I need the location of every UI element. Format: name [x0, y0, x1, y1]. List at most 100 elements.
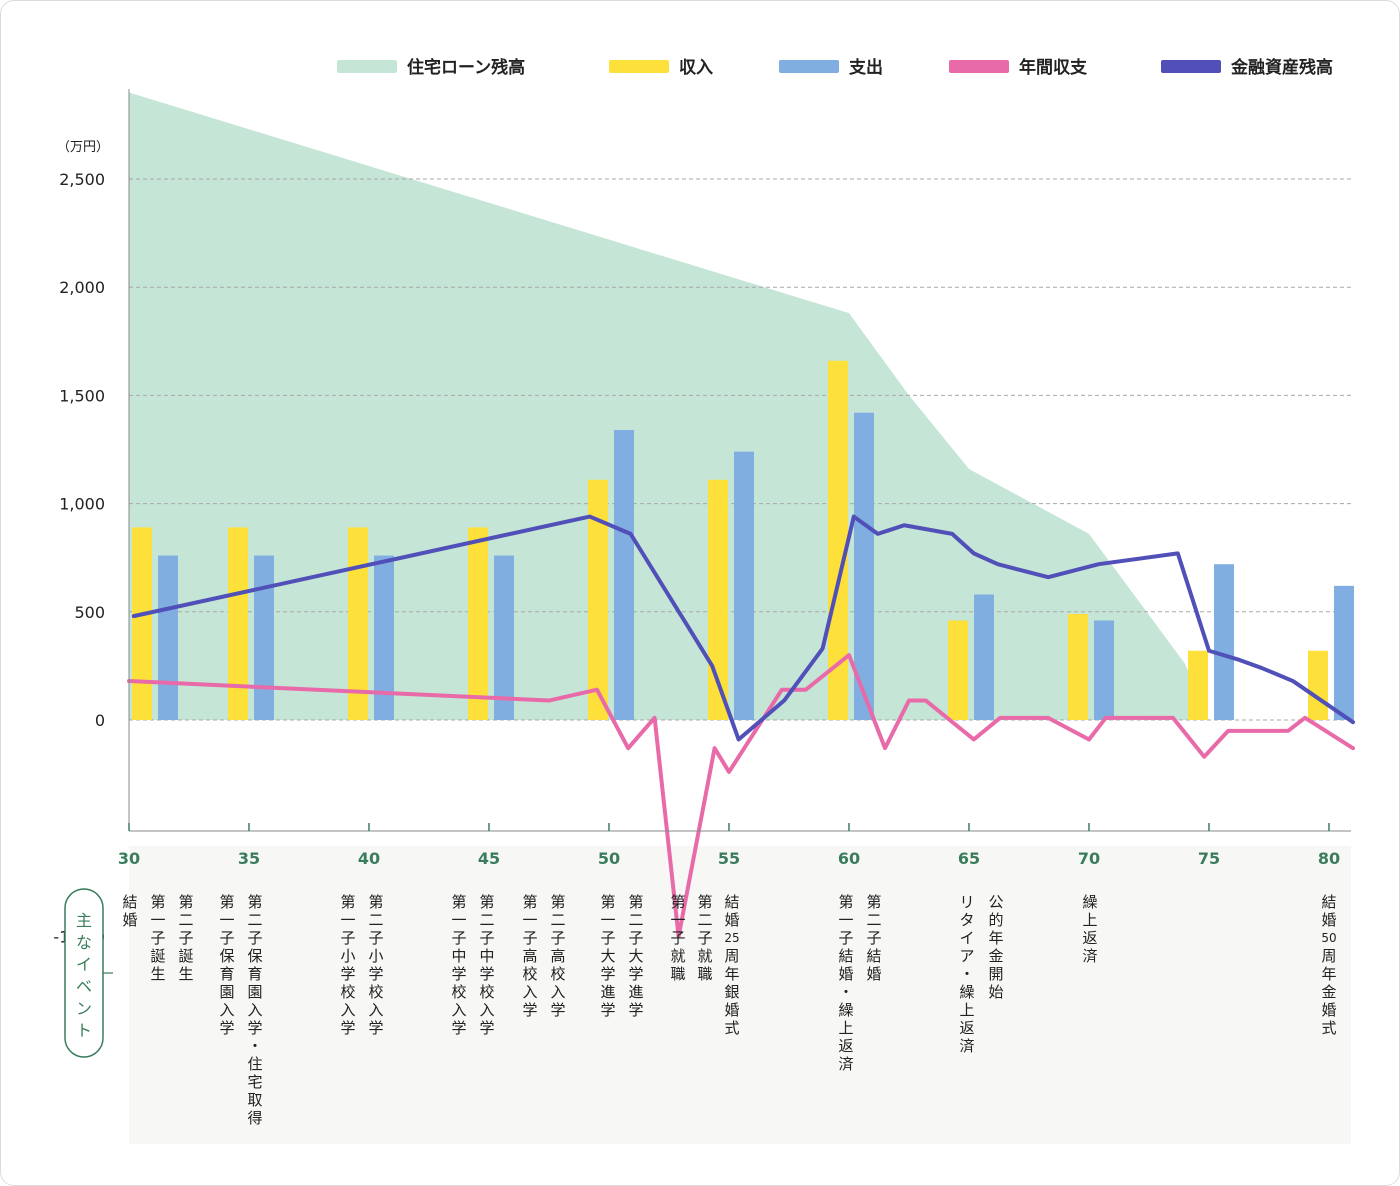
- legend-label: 収入: [679, 58, 713, 78]
- event-char: 上: [838, 1019, 853, 1037]
- event-char: 学: [550, 1001, 565, 1019]
- event-char: 校: [451, 983, 466, 1001]
- annual-balance-line: [127, 653, 1355, 939]
- event-char: 子: [838, 929, 853, 947]
- event-char: 式: [1321, 1019, 1336, 1037]
- events-pill-char: ト: [76, 1021, 92, 1040]
- x-tick-label: 55: [718, 849, 740, 868]
- event-char: 育: [219, 965, 234, 983]
- legend-swatch: [609, 60, 669, 73]
- event-char: 第: [628, 893, 643, 911]
- y-tick-label: 1,500: [59, 386, 105, 405]
- event-char: 第: [550, 893, 565, 911]
- legend-item-income: 収入: [609, 58, 713, 78]
- expense-bar-49: [614, 430, 634, 720]
- events-panel: [129, 846, 1351, 1144]
- event-char: 二: [247, 911, 262, 929]
- expense-bar-64: [974, 594, 994, 720]
- event-char: 生: [178, 965, 193, 983]
- event-char: 校: [340, 983, 355, 1001]
- x-tick-label: 30: [118, 849, 140, 868]
- event-char: イ: [959, 929, 974, 947]
- event-char: 婚: [724, 1001, 739, 1019]
- event-char: 第: [368, 893, 383, 911]
- event-char: 入: [368, 1001, 383, 1019]
- event-char: 子: [600, 929, 615, 947]
- event-char: 第: [479, 893, 494, 911]
- event-char: 婚: [724, 911, 739, 929]
- event-char: 小: [368, 947, 383, 965]
- x-tick-label: 50: [598, 849, 620, 868]
- event-char: 小: [340, 947, 355, 965]
- event-char: 入: [479, 1001, 494, 1019]
- income-bar-30: [132, 527, 152, 720]
- event-char: 婚: [1321, 1001, 1336, 1019]
- event-label: 結婚: [122, 893, 137, 929]
- event-char: 校: [522, 965, 537, 983]
- event-char: 二: [368, 911, 383, 929]
- y-tick-label: 2,500: [59, 170, 105, 189]
- event-char: 第: [150, 893, 165, 911]
- event-char: 婚: [866, 965, 881, 983]
- event-char: 入: [219, 1001, 234, 1019]
- expense-bar-39: [374, 555, 394, 720]
- legend-label: 年間収支: [1019, 57, 1088, 78]
- event-char: 学: [340, 965, 355, 983]
- event-char: 子: [340, 929, 355, 947]
- expense-bar-69: [1094, 620, 1114, 720]
- event-char: 就: [697, 947, 712, 965]
- y-unit-label: （万円）: [57, 140, 109, 155]
- y-tick-label: 2,000: [59, 278, 105, 297]
- event-char: ・: [247, 1037, 262, 1055]
- y-tick-label: 1,000: [59, 495, 105, 514]
- event-char: 第: [340, 893, 355, 911]
- event-char: 園: [247, 983, 262, 1001]
- event-char: 高: [522, 947, 537, 965]
- event-char: 校: [368, 983, 383, 1001]
- event-char: 金: [1321, 983, 1336, 1001]
- x-tick-label: 40: [358, 849, 380, 868]
- event-char: 学: [368, 965, 383, 983]
- event-char: 園: [219, 983, 234, 1001]
- event-char: 子: [550, 929, 565, 947]
- event-char: 子: [150, 929, 165, 947]
- event-char: 中: [479, 947, 494, 965]
- event-char: 第: [451, 893, 466, 911]
- event-char: 学: [368, 1019, 383, 1037]
- event-char: 上: [1082, 911, 1097, 929]
- event-digits: 25: [724, 931, 739, 945]
- event-char: 第: [600, 893, 615, 911]
- event-char: 周: [1321, 947, 1336, 965]
- event-char: 大: [600, 947, 615, 965]
- income-bar-34: [228, 527, 248, 720]
- event-char: 公: [988, 893, 1003, 911]
- event-char: 保: [219, 947, 234, 965]
- event-char: 年: [724, 965, 739, 983]
- event-char: 職: [697, 965, 712, 983]
- y-tick-label: 500: [74, 603, 105, 622]
- event-char: 二: [628, 911, 643, 929]
- event-char: 進: [628, 983, 643, 1001]
- event-char: 中: [451, 947, 466, 965]
- income-bar-69: [1068, 613, 1088, 720]
- event-char: 開: [988, 965, 1003, 983]
- event-char: 子: [219, 929, 234, 947]
- event-char: 一: [670, 911, 685, 929]
- event-char: 生: [150, 965, 165, 983]
- legend-swatch: [1161, 60, 1221, 73]
- event-char: 繰: [1082, 893, 1097, 911]
- event-char: 学: [451, 1019, 466, 1037]
- event-char: 婚: [122, 911, 137, 929]
- legend-item-balance: 年間収支: [949, 57, 1088, 78]
- y-tick-label: 0: [95, 711, 105, 730]
- event-char: タ: [959, 911, 974, 929]
